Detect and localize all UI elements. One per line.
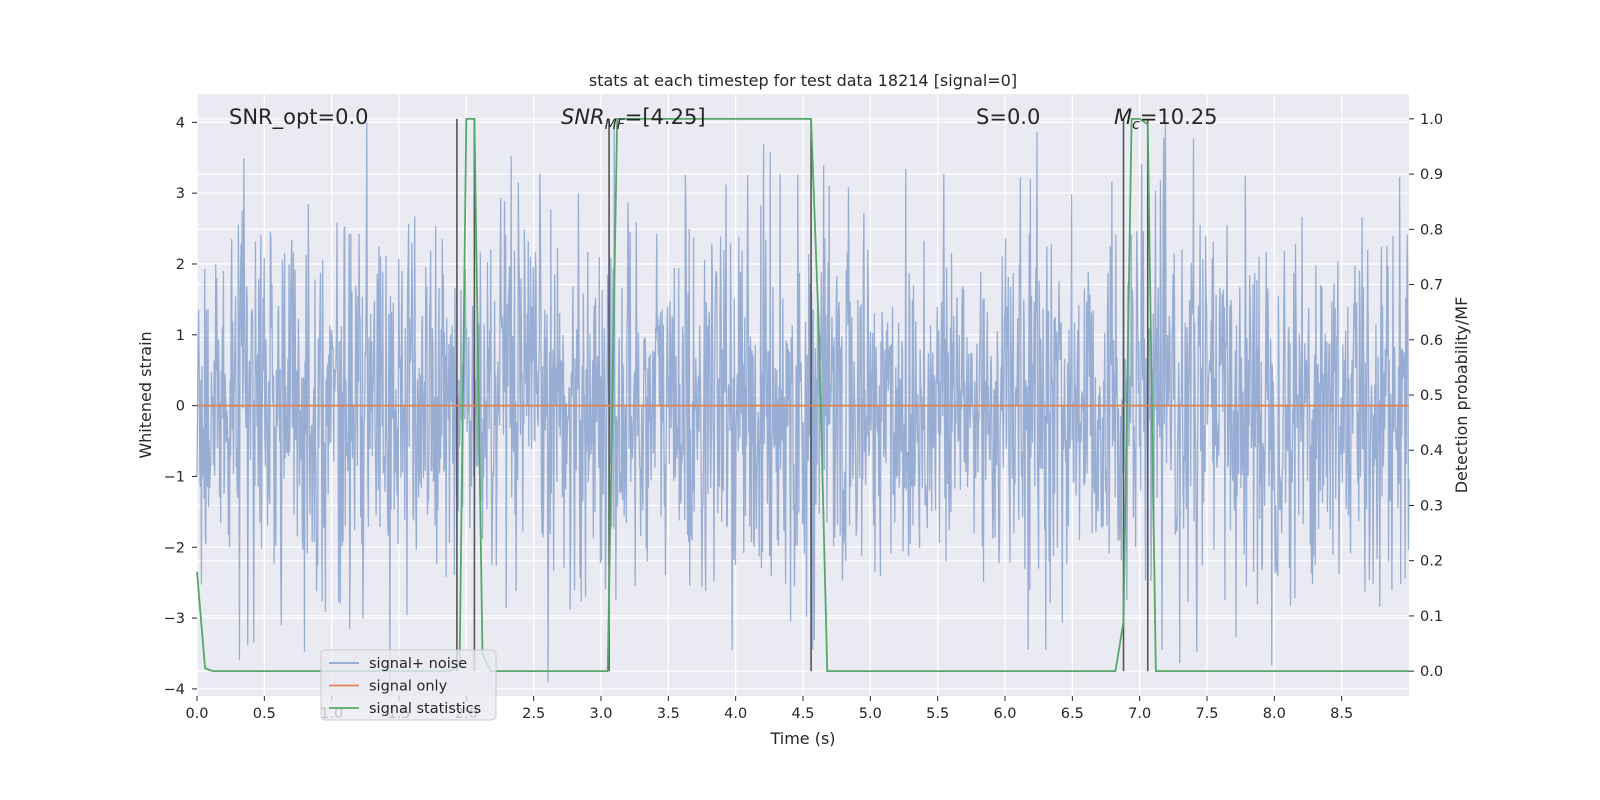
y-tick-label: 4 [176, 115, 185, 131]
y2-tick-label: 0.4 [1420, 443, 1443, 459]
annotation-main: S [976, 105, 989, 129]
annotation-3: S=0.0 [976, 105, 1040, 129]
y-tick-label: −2 [164, 540, 185, 556]
y-tick-label: 2 [176, 257, 185, 273]
x-axis-label: Time (s) [769, 729, 835, 748]
x-tick-label: 5.0 [859, 706, 882, 722]
annotation-main: M [1114, 105, 1132, 129]
x-tick-label: 8.5 [1330, 706, 1353, 722]
legend-box [320, 649, 497, 721]
annotation-suffix: =[4.25] [625, 105, 706, 129]
annotation-main: SNR_opt=0.0 [229, 105, 369, 130]
y2-tick-label: 0.8 [1420, 222, 1443, 238]
y2-tick-label: 0.0 [1420, 664, 1443, 680]
legend-label: signal only [369, 679, 448, 695]
y2-tick-label: 1.0 [1420, 112, 1443, 128]
x-tick-label: 7.5 [1195, 706, 1218, 722]
y2-tick-label: 0.7 [1420, 278, 1443, 294]
annotation-1: SNR_opt=0.0 [229, 105, 369, 130]
x-tick-label: 6.5 [1061, 706, 1084, 722]
annotation-subscript: MF [605, 117, 626, 133]
series-signal-noise-line [196, 122, 1410, 686]
x-tick-label: 3.0 [589, 706, 612, 722]
x-tick-label: 4.0 [724, 706, 747, 722]
annotation-4: Mc=10.25 [1114, 105, 1218, 133]
legend-label: signal+ noise [369, 656, 467, 672]
y-tick-label: 1 [176, 328, 185, 344]
y2-tick-label: 0.1 [1420, 609, 1443, 625]
x-tick-label: 6.0 [993, 706, 1016, 722]
y-axis-label: Whitened strain [136, 331, 155, 458]
y2-tick-label: 0.3 [1420, 498, 1443, 514]
y-tick-label: 3 [176, 186, 185, 202]
legend-label: signal statistics [369, 701, 481, 717]
y-tick-label: 0 [176, 399, 185, 415]
y2-axis-label: Detection probability/MF [1452, 297, 1471, 494]
chart-title: stats at each timestep for test data 182… [589, 71, 1017, 90]
y2-tick-label: 0.2 [1420, 554, 1443, 570]
y-tick-label: −3 [164, 611, 185, 627]
annotation-subscript: c [1132, 117, 1140, 133]
y2-tick-label: 0.6 [1420, 333, 1443, 349]
x-tick-label: 4.5 [791, 706, 814, 722]
annotation-main: SNR [561, 105, 605, 129]
y-tick-label: −4 [164, 682, 185, 698]
x-tick-label: 3.5 [657, 706, 680, 722]
annotation-suffix: =10.25 [1140, 105, 1218, 129]
y2-tick-label: 0.5 [1420, 388, 1443, 404]
x-tick-label: 2.5 [522, 706, 545, 722]
x-tick-label: 0.0 [185, 706, 208, 722]
annotations: SNR_opt=0.0 SNRMF=[4.25] S=0.0 Mc=10.25 [229, 105, 1218, 133]
annotation-suffix: =0.0 [989, 105, 1040, 129]
x-tick-label: 5.5 [926, 706, 949, 722]
annotation-2: SNRMF=[4.25] [561, 105, 706, 133]
x-tick-label: 7.0 [1128, 706, 1151, 722]
y-tick-label: −1 [164, 469, 185, 485]
x-tick-label: 0.5 [253, 706, 276, 722]
x-tick-label: 8.0 [1263, 706, 1286, 722]
y2-tick-label: 0.9 [1420, 167, 1443, 183]
legend: signal+ noise signal only signal statistic… [320, 649, 497, 721]
